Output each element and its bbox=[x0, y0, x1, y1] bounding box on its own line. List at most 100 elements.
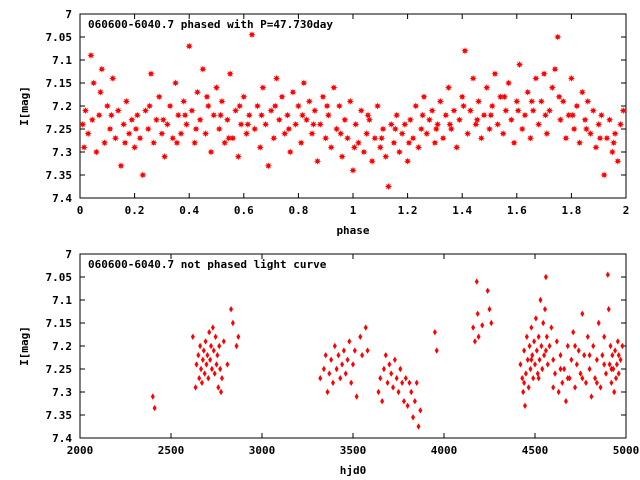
data-point bbox=[327, 143, 335, 151]
data-point bbox=[98, 65, 106, 73]
data-point bbox=[533, 315, 538, 322]
data-point bbox=[419, 111, 427, 119]
x-tick-label: 2 bbox=[623, 204, 630, 217]
data-point bbox=[531, 375, 536, 382]
data-point bbox=[182, 120, 191, 128]
data-point bbox=[338, 375, 343, 382]
data-point bbox=[488, 102, 496, 110]
data-point bbox=[573, 384, 578, 391]
data-point bbox=[302, 116, 311, 124]
data-point bbox=[200, 356, 205, 363]
data-point bbox=[573, 102, 581, 110]
data-point bbox=[593, 375, 598, 382]
data-point bbox=[587, 365, 592, 373]
data-point bbox=[543, 306, 548, 313]
data-point bbox=[455, 116, 464, 124]
data-point bbox=[196, 352, 201, 359]
data-point bbox=[278, 93, 286, 101]
data-point bbox=[275, 116, 283, 124]
data-point bbox=[483, 84, 491, 92]
data-point bbox=[611, 130, 619, 138]
data-point bbox=[201, 347, 206, 354]
data-point bbox=[614, 361, 619, 368]
data-point bbox=[578, 370, 583, 377]
data-point bbox=[407, 379, 412, 386]
data-point bbox=[469, 74, 477, 82]
data-point bbox=[580, 310, 585, 317]
data-point bbox=[539, 342, 544, 350]
data-point bbox=[379, 125, 387, 133]
data-point bbox=[253, 102, 262, 110]
data-point bbox=[190, 333, 195, 340]
data-point bbox=[207, 148, 215, 156]
data-point bbox=[219, 375, 224, 382]
data-point bbox=[245, 111, 253, 119]
data-point bbox=[553, 370, 558, 377]
data-point bbox=[114, 107, 122, 115]
x-tick-label: 0.2 bbox=[125, 204, 145, 217]
data-point bbox=[221, 338, 226, 345]
data-point bbox=[128, 116, 136, 124]
data-point bbox=[396, 388, 401, 396]
data-point bbox=[141, 107, 150, 115]
data-point bbox=[385, 379, 390, 386]
data-point bbox=[330, 379, 335, 386]
data-point bbox=[418, 407, 423, 414]
data-point bbox=[150, 139, 158, 147]
data-point bbox=[192, 125, 200, 133]
y-tick-label: 7 bbox=[65, 248, 72, 261]
data-point bbox=[357, 107, 365, 115]
data-point bbox=[485, 125, 494, 133]
data-point bbox=[536, 375, 541, 382]
data-point bbox=[411, 414, 416, 421]
data-point bbox=[334, 365, 339, 373]
data-point bbox=[237, 120, 245, 128]
data-point bbox=[234, 342, 239, 350]
y-tick-label: 7.15 bbox=[46, 317, 73, 330]
data-point bbox=[218, 97, 226, 105]
data-point bbox=[347, 338, 352, 345]
data-point bbox=[581, 116, 589, 124]
data-point bbox=[589, 393, 594, 400]
data-point bbox=[603, 370, 608, 377]
data-point bbox=[575, 139, 584, 147]
data-point bbox=[358, 333, 363, 340]
data-point bbox=[583, 379, 588, 386]
data-point bbox=[198, 342, 203, 350]
data-point bbox=[212, 84, 221, 92]
data-point bbox=[323, 102, 331, 110]
data-point bbox=[533, 361, 537, 368]
data-point bbox=[199, 379, 204, 386]
data-point bbox=[338, 153, 346, 161]
data-point bbox=[87, 51, 95, 59]
y-tick-label: 7.4 bbox=[52, 192, 72, 205]
data-point bbox=[567, 74, 575, 82]
y-tick-label: 7.05 bbox=[46, 31, 73, 44]
data-point bbox=[81, 107, 90, 115]
data-point bbox=[352, 120, 360, 128]
data-point bbox=[340, 361, 345, 368]
data-point bbox=[271, 102, 279, 110]
data-point bbox=[551, 384, 556, 391]
data-point bbox=[136, 134, 144, 142]
unphased-light-curve-panel: 2000 2500 3000 3500 4000 4500 5000 7 7.05 7.1 7.15… bbox=[18, 248, 639, 477]
data-point bbox=[180, 97, 188, 105]
data-point bbox=[209, 365, 214, 373]
data-point bbox=[332, 342, 337, 350]
data-point bbox=[447, 125, 455, 133]
data-point bbox=[412, 102, 420, 110]
data-point bbox=[610, 352, 615, 359]
data-point bbox=[139, 171, 147, 179]
data-point bbox=[349, 379, 354, 386]
data-point bbox=[434, 347, 439, 354]
data-point bbox=[324, 111, 333, 119]
data-point bbox=[152, 404, 157, 412]
data-point bbox=[395, 148, 404, 156]
data-point bbox=[333, 125, 341, 133]
data-point bbox=[414, 379, 419, 386]
data-point bbox=[394, 375, 399, 382]
x-tick-label: 2500 bbox=[158, 444, 185, 457]
data-point bbox=[337, 130, 345, 138]
data-point bbox=[525, 356, 530, 363]
data-point bbox=[605, 271, 610, 278]
